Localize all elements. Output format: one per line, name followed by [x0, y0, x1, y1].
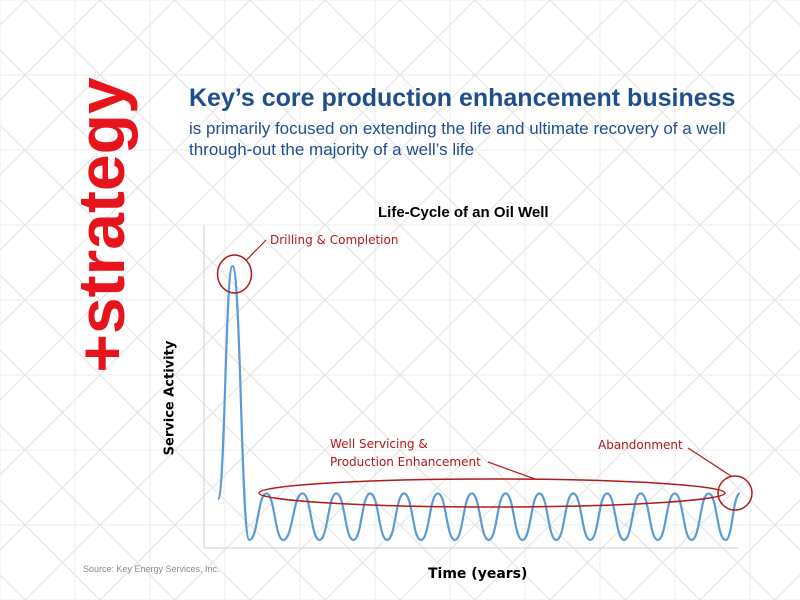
servicing-leader-line [487, 461, 536, 480]
background-line [0, 0, 551, 551]
background-line [624, 0, 800, 176]
background-line [0, 0, 176, 176]
background-line [324, 124, 800, 600]
service-activity-line [216, 264, 742, 542]
servicing-highlight-ellipse [258, 478, 726, 508]
source-note: Source: Key Energy Services, Inc. [83, 564, 220, 574]
background-line [474, 274, 800, 600]
drilling-leader-line [246, 239, 267, 261]
background-line [549, 0, 800, 251]
background-line [549, 349, 800, 600]
background-line [0, 0, 326, 326]
y-axis-label: Service Activity [162, 340, 178, 456]
background-line [0, 349, 251, 600]
abandonment-leader-line [687, 447, 732, 477]
background-line [0, 0, 251, 251]
drilling-highlight-ellipse [216, 254, 253, 294]
background-line [99, 0, 701, 600]
x-axis-label: Time (years) [428, 566, 528, 582]
background-line [0, 0, 476, 476]
chart-title: Life-Cycle of an Oil Well [378, 204, 549, 221]
background-line [24, 0, 626, 600]
annotation-abandonment: Abandonment [598, 438, 683, 452]
abandonment-highlight-ellipse [717, 475, 753, 511]
background-line [624, 424, 800, 600]
annotation-well-servicing: Well Servicing & Production Enhancement [330, 437, 481, 469]
background-line [0, 424, 176, 600]
background-line [0, 0, 401, 401]
subheadline: is primarily focused on extending the li… [189, 119, 726, 159]
background-line [249, 49, 800, 600]
annotation-drilling-completion: Drilling & Completion [270, 233, 399, 247]
headline: Key’s core production enhancement busine… [189, 84, 736, 112]
background-line [174, 0, 776, 600]
